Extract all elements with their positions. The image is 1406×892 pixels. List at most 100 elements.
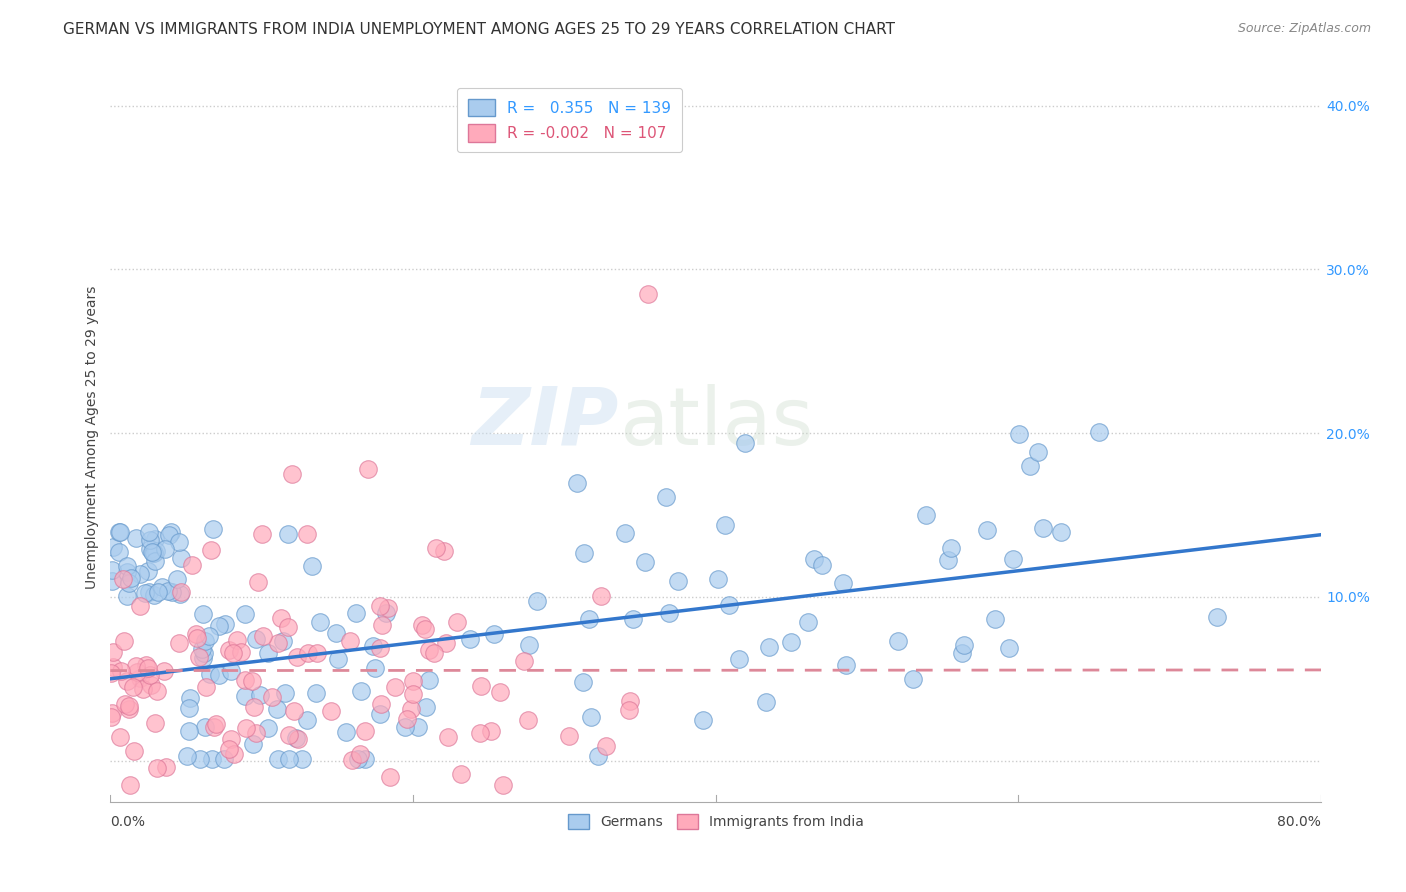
Point (225, 633, 247, 648)
Point (233, 607, 256, 622)
Point (256, 646, 278, 660)
Point (803, 552, 825, 566)
Point (1018, 459, 1040, 474)
Point (219, 664, 242, 678)
Point (145, 716, 167, 731)
Point (208, 619, 231, 633)
Point (100, 710, 122, 724)
Point (118, 575, 141, 590)
Point (939, 541, 962, 556)
Point (283, 705, 305, 719)
Point (319, 704, 342, 718)
Point (1001, 552, 1024, 566)
Point (208, 668, 231, 682)
Point (396, 712, 419, 726)
Point (758, 640, 780, 654)
Point (287, 732, 309, 747)
Point (347, 752, 370, 766)
Point (118, 702, 141, 716)
Point (202, 522, 225, 536)
Point (143, 532, 166, 546)
Point (108, 545, 131, 559)
Point (470, 679, 492, 693)
Point (479, 723, 502, 738)
Point (152, 664, 174, 678)
Point (572, 674, 595, 689)
Point (297, 646, 319, 660)
Point (728, 652, 751, 666)
Point (558, 729, 581, 743)
Point (811, 558, 834, 573)
Point (284, 731, 307, 746)
Point (128, 671, 150, 685)
Point (423, 647, 446, 661)
Point (835, 658, 858, 673)
Point (887, 634, 910, 648)
Point (755, 695, 778, 709)
Point (188, 650, 211, 665)
Point (983, 612, 1005, 626)
Point (997, 640, 1019, 655)
Point (229, 645, 252, 659)
Point (274, 686, 297, 700)
Point (160, 525, 183, 540)
Point (413, 623, 436, 637)
Point (470, 725, 492, 739)
Point (162, 584, 184, 599)
Point (350, 684, 373, 698)
Point (245, 726, 267, 740)
Point (491, 778, 513, 792)
Point (112, 572, 135, 586)
Point (136, 564, 159, 578)
Point (595, 739, 617, 754)
Point (101, 540, 124, 554)
Point (281, 467, 304, 482)
Point (101, 706, 124, 721)
Point (370, 640, 392, 655)
Point (434, 636, 457, 650)
Point (489, 685, 512, 699)
Point (308, 615, 330, 629)
Point (1050, 524, 1073, 539)
Point (141, 545, 163, 559)
Point (115, 589, 138, 603)
Point (212, 752, 235, 766)
Point (120, 571, 142, 585)
Point (301, 559, 323, 574)
Point (193, 646, 215, 660)
Point (578, 612, 600, 626)
Point (368, 706, 391, 721)
Point (952, 638, 974, 652)
Point (125, 658, 148, 673)
Point (572, 546, 595, 560)
Point (613, 525, 636, 540)
Point (903, 672, 925, 686)
Point (277, 620, 299, 634)
Point (446, 615, 468, 630)
Point (139, 678, 162, 692)
Point (411, 618, 433, 632)
Point (170, 551, 193, 566)
Point (335, 725, 357, 739)
Point (734, 436, 756, 450)
Point (257, 721, 280, 735)
Point (153, 541, 176, 556)
Point (100, 563, 122, 577)
Point (193, 720, 215, 734)
Point (169, 636, 191, 650)
Point (436, 731, 458, 745)
Point (100, 574, 122, 589)
Point (371, 617, 394, 632)
Point (202, 720, 225, 734)
Point (166, 572, 188, 586)
Point (349, 747, 371, 761)
Point (425, 541, 447, 555)
Point (271, 634, 294, 648)
Point (976, 523, 998, 537)
Point (375, 606, 398, 620)
Point (936, 553, 959, 567)
Point (252, 629, 274, 643)
Point (145, 683, 167, 698)
Point (797, 615, 820, 630)
Point (169, 587, 191, 601)
